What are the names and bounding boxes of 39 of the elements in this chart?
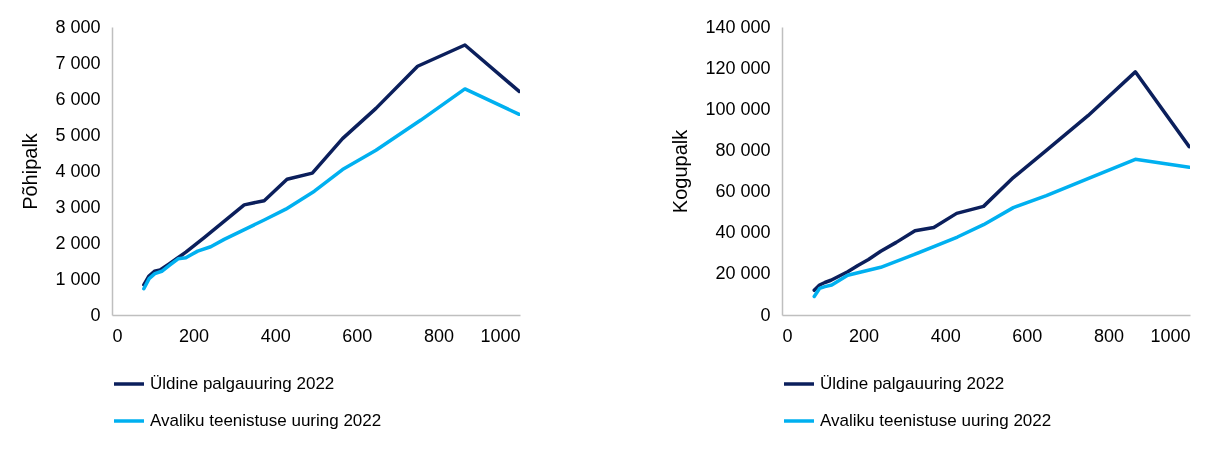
x-tick-label: 800 xyxy=(423,325,454,346)
y-tick-label: 60 000 xyxy=(715,181,771,202)
y-axis-title: Põhipalk xyxy=(19,132,42,210)
y-axis-title: Kogupalk xyxy=(669,128,692,214)
x-tick-label: 400 xyxy=(930,325,961,346)
y-tick-label: 3 000 xyxy=(55,196,101,217)
x-tick-label: 0 xyxy=(782,325,793,346)
y-tick-label: 120 000 xyxy=(705,57,771,78)
y-tick-label: 7 000 xyxy=(55,52,101,73)
y-tick-label: 2 000 xyxy=(55,232,101,253)
legend-label: Üldine palgauuring 2022 xyxy=(150,374,335,393)
y-tick-label: 100 000 xyxy=(705,98,771,119)
y-tick-label: 20 000 xyxy=(715,263,771,284)
x-tick-label: 1000 xyxy=(1150,325,1191,346)
legend-label: Avaliku teenistuse uuring 2022 xyxy=(150,411,382,430)
y-tick-label: 8 000 xyxy=(55,16,101,37)
y-tick-label: 4 000 xyxy=(55,160,101,181)
x-tick-label: 600 xyxy=(1012,325,1043,346)
x-tick-label: 200 xyxy=(179,325,210,346)
y-tick-label: 140 000 xyxy=(705,16,771,37)
line-series xyxy=(812,70,1190,293)
line-series xyxy=(142,43,520,287)
y-tick-label: 0 xyxy=(90,304,101,325)
y-tick-label: 6 000 xyxy=(55,88,101,109)
y-tick-label: 80 000 xyxy=(715,139,771,160)
x-tick-label: 200 xyxy=(849,325,880,346)
legend-label: Üldine palgauuring 2022 xyxy=(820,374,1005,393)
y-tick-label: 1 000 xyxy=(55,268,101,289)
x-tick-label: 0 xyxy=(112,325,123,346)
legend-label: Avaliku teenistuse uuring 2022 xyxy=(820,411,1052,430)
y-tick-label: 40 000 xyxy=(715,222,771,243)
y-tick-label: 0 xyxy=(760,304,771,325)
x-tick-label: 1000 xyxy=(480,325,521,346)
line-series xyxy=(812,157,1190,299)
x-tick-label: 400 xyxy=(260,325,291,346)
x-tick-label: 600 xyxy=(342,325,373,346)
y-tick-label: 5 000 xyxy=(55,124,101,145)
line-series xyxy=(142,87,520,291)
x-tick-label: 800 xyxy=(1093,325,1124,346)
